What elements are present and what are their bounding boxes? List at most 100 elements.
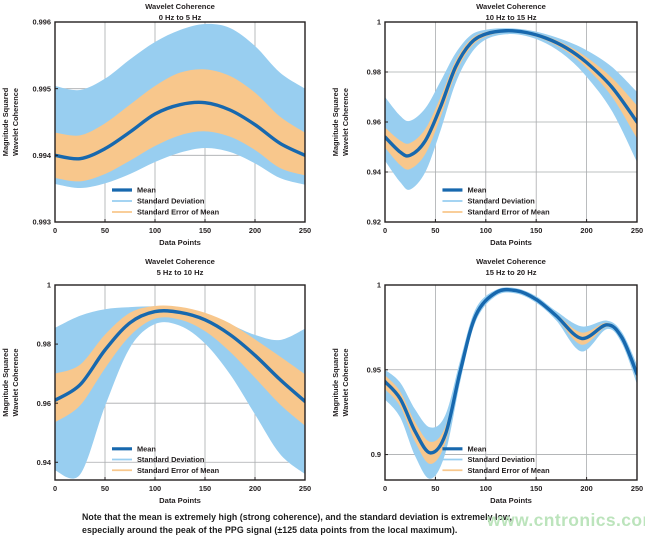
x-axis-label: Data Points (490, 238, 532, 247)
legend-label: Standard Error of Mean (137, 208, 220, 217)
legend-label: Standard Error of Mean (137, 466, 220, 475)
x-tick-label: 0 (53, 226, 57, 235)
legend-label: Standard Deviation (467, 197, 535, 206)
tick-marks (384, 284, 638, 480)
x-tick-label: 100 (149, 226, 161, 235)
legend-label: Mean (467, 186, 486, 195)
plot-series (385, 28, 637, 190)
tick-marks (54, 21, 306, 223)
y-tick-label: 1 (47, 281, 51, 290)
y-tick-label: 0.993 (33, 218, 52, 227)
chart-wavelet-coherence-15hz-20hz: 0 50 100 150 200 250 0.9 0.95 1 Wavelet Coherence… (331, 257, 643, 504)
legend: Mean Standard Deviation Standard Error of … (112, 186, 220, 217)
x-tick-label: 250 (631, 484, 643, 493)
chart-title: Wavelet Coherence (145, 257, 215, 266)
x-tick-label: 250 (631, 226, 643, 235)
mean-line (55, 309, 305, 404)
y-axis-label: Magnitude SquaredWavelet Coherence (1, 348, 20, 417)
y-axis-label: Magnitude SquaredWavelet Coherence (331, 348, 350, 417)
axis-border (54, 21, 306, 223)
std-error-band (55, 69, 305, 182)
watermark-text: www.cntronics.com (487, 510, 645, 530)
x-tick-label: 250 (299, 484, 311, 493)
y-tick-label: 0.94 (37, 458, 52, 467)
plot-series (385, 287, 637, 479)
y-tick-label: 0.98 (37, 340, 51, 349)
chart-subtitle: 10 Hz to 15 Hz (485, 13, 536, 22)
legend: Mean Standard Deviation Standard Error of … (112, 444, 220, 475)
chart-title: Wavelet Coherence (145, 2, 215, 11)
x-tick-label: 50 (101, 226, 109, 235)
chart-subtitle: 15 Hz to 20 Hz (485, 268, 536, 277)
mean-line (55, 100, 305, 161)
x-tick-label: 100 (149, 484, 161, 493)
svg-text:Magnitude SquaredWavelet Coher: Magnitude SquaredWavelet Coherence (331, 87, 350, 156)
svg-text:Magnitude SquaredWavelet Coher: Magnitude SquaredWavelet Coherence (1, 348, 20, 417)
mean-line (385, 287, 637, 455)
x-tick-label: 200 (249, 226, 261, 235)
legend-label: Mean (137, 444, 156, 453)
x-tick-label: 150 (530, 484, 542, 493)
chart-subtitle: 5 Hz to 10 Hz (157, 268, 204, 277)
chart-title: Wavelet Coherence (476, 257, 546, 266)
x-tick-label: 50 (101, 484, 109, 493)
legend-label: Standard Deviation (137, 455, 205, 464)
legend-label: Standard Error of Mean (467, 208, 550, 217)
y-tick-label: 0.96 (367, 118, 381, 127)
chart-subtitle: 0 Hz to 5 Hz (159, 13, 202, 22)
plot-series (55, 305, 305, 479)
y-tick-label: 0.994 (33, 151, 52, 160)
chart-title: Wavelet Coherence (476, 2, 546, 11)
legend-label: Mean (137, 186, 156, 195)
axis-border (384, 284, 638, 481)
y-axis-label: Magnitude SquaredWavelet Coherence (331, 87, 350, 156)
x-tick-label: 100 (480, 484, 492, 493)
x-tick-label: 250 (299, 226, 311, 235)
y-tick-label: 0.98 (367, 68, 381, 77)
tick-marks (54, 284, 306, 480)
figure-note-line1: Note that the mean is extremely high (st… (82, 512, 513, 522)
figure-note: Note that the mean is extremely high (st… (82, 511, 512, 536)
x-tick-label: 50 (431, 484, 439, 493)
x-tick-label: 200 (249, 484, 261, 493)
x-axis-label: Data Points (159, 238, 201, 247)
x-tick-label: 100 (480, 226, 492, 235)
chart-wavelet-coherence-5hz-10hz: 0 50 100 150 200 250 0.94 0.96 0.98 1 Wavelet Cohe… (1, 257, 311, 504)
x-tick-label: 150 (199, 484, 211, 493)
legend-label: Standard Deviation (467, 455, 535, 464)
legend: Mean Standard Deviation Standard Error of … (442, 444, 550, 475)
y-tick-label: 0.96 (37, 399, 51, 408)
x-tick-label: 0 (383, 484, 387, 493)
x-axis-label: Data Points (490, 496, 532, 504)
y-tick-label: 0.996 (33, 18, 52, 27)
chart-wavelet-coherence-10hz-15hz: 0 50 100 150 200 250 0.92 0.94 0.96 0.98 1 Wavelet … (331, 2, 643, 247)
x-tick-label: 200 (580, 226, 592, 235)
x-tick-label: 150 (530, 226, 542, 235)
legend-label: Standard Deviation (137, 197, 205, 206)
legend-label: Standard Error of Mean (467, 466, 550, 475)
tick-marks (384, 21, 638, 223)
x-tick-label: 150 (199, 226, 211, 235)
y-tick-label: 0.94 (367, 168, 382, 177)
svg-text:Magnitude SquaredWavelet Coher: Magnitude SquaredWavelet Coherence (1, 87, 20, 156)
x-axis-label: Data Points (159, 496, 201, 504)
y-tick-label: 0.9 (371, 450, 381, 459)
x-tick-label: 0 (383, 226, 387, 235)
legend-label: Mean (467, 444, 486, 453)
y-tick-label: 0.95 (367, 365, 381, 374)
x-tick-label: 50 (431, 226, 439, 235)
plot-series (55, 23, 305, 189)
svg-text:Magnitude SquaredWavelet Coher: Magnitude SquaredWavelet Coherence (331, 348, 350, 417)
x-tick-label: 200 (580, 484, 592, 493)
y-tick-label: 1 (377, 281, 381, 290)
legend: Mean Standard Deviation Standard Error of … (442, 186, 550, 217)
axis-border (54, 284, 306, 481)
figure-note-line2: especially around the peak of the PPG si… (82, 524, 458, 535)
chart-wavelet-coherence-0hz-5hz: 0 50 100 150 200 250 0.993 0.994 0.995 0.996 Wavel… (1, 2, 311, 247)
mean-line (385, 29, 637, 158)
std-deviation-band (385, 28, 637, 190)
y-axis-label: Magnitude SquaredWavelet Coherence (1, 87, 20, 156)
y-tick-label: 0.995 (33, 84, 52, 93)
y-tick-label: 1 (377, 18, 381, 27)
